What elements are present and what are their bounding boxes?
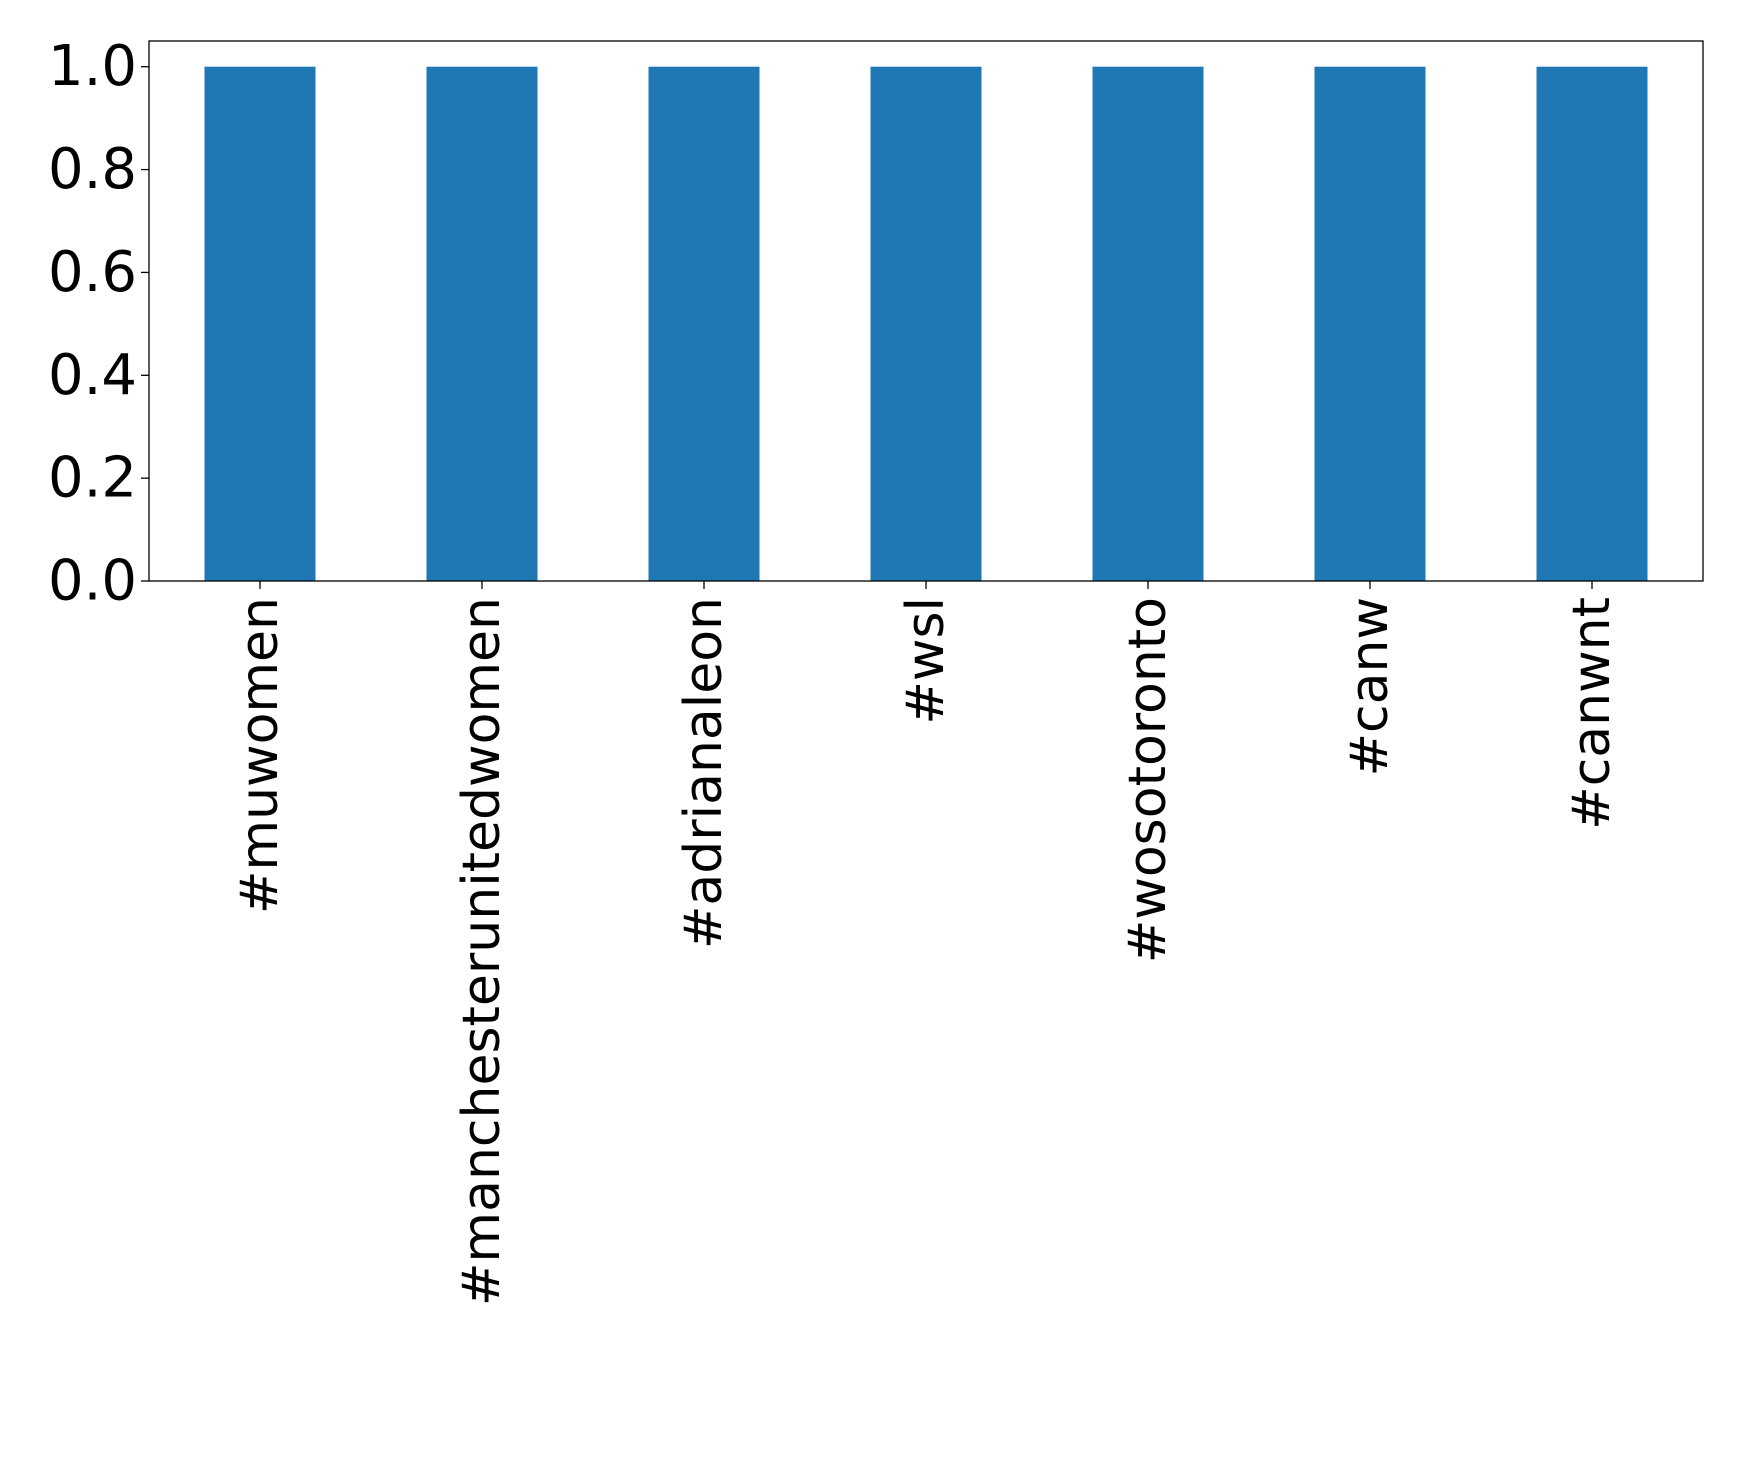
x-tick-label: #muwomen — [230, 597, 290, 914]
x-tick-label: #wsl — [896, 597, 956, 725]
y-tick-label: 1.0 — [48, 34, 137, 99]
bar-0 — [204, 66, 316, 581]
x-tick-label: #canwnt — [1562, 597, 1622, 830]
x-tick-label: #wosotoronto — [1118, 597, 1178, 963]
bar-3 — [870, 66, 982, 581]
x-tick-label: #manchesterunitedwomen — [452, 597, 512, 1306]
y-tick-label: 0.4 — [48, 343, 137, 408]
bar-5 — [1314, 66, 1426, 581]
bar-6 — [1536, 66, 1648, 581]
y-axis: 0.0 0.2 0.4 0.6 0.8 1.0 — [48, 34, 149, 614]
y-tick-label: 0.6 — [48, 240, 137, 305]
bars-group — [204, 66, 1648, 581]
y-tick-label: 0.2 — [48, 446, 137, 511]
y-tick-label: 0.8 — [48, 137, 137, 202]
x-axis: #muwomen #manchesterunitedwomen #adrianale… — [230, 581, 1622, 1306]
bar-1 — [426, 66, 538, 581]
bar-4 — [1092, 66, 1204, 581]
x-tick-label: #adrianaleon — [674, 597, 734, 949]
bar-2 — [648, 66, 760, 581]
y-tick-label: 0.0 — [48, 549, 137, 614]
x-tick-label: #canw — [1340, 597, 1400, 777]
